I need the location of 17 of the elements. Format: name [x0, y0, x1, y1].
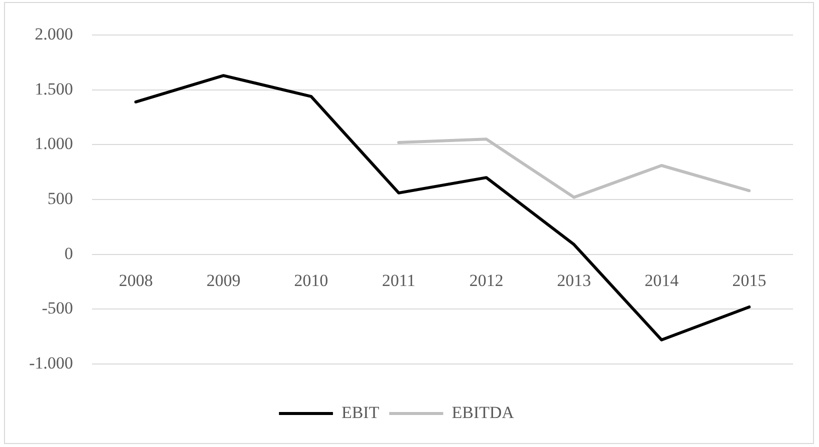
y-tick-label: 1.500 — [34, 79, 73, 98]
x-tick-label: 2008 — [118, 271, 153, 290]
x-tick-label: 2009 — [206, 271, 240, 290]
y-tick-label: 500 — [48, 188, 73, 208]
x-tick-label: 2010 — [294, 271, 328, 290]
y-tick-label: -500 — [42, 298, 73, 318]
x-tick-label: 2011 — [382, 271, 416, 290]
x-tick-label: 2015 — [732, 271, 766, 290]
legend-label: EBIT — [341, 402, 380, 422]
x-tick-label: 2014 — [644, 271, 680, 290]
y-tick-label: 1.000 — [34, 134, 73, 154]
y-tick-label: 2.000 — [34, 24, 73, 44]
y-tick-label: -1.000 — [29, 353, 73, 372]
x-tick-label: 2012 — [469, 271, 504, 290]
x-tick-label: 2013 — [556, 271, 591, 290]
legend-label: EBITDA — [452, 402, 515, 422]
y-tick-label: 0 — [64, 244, 73, 263]
